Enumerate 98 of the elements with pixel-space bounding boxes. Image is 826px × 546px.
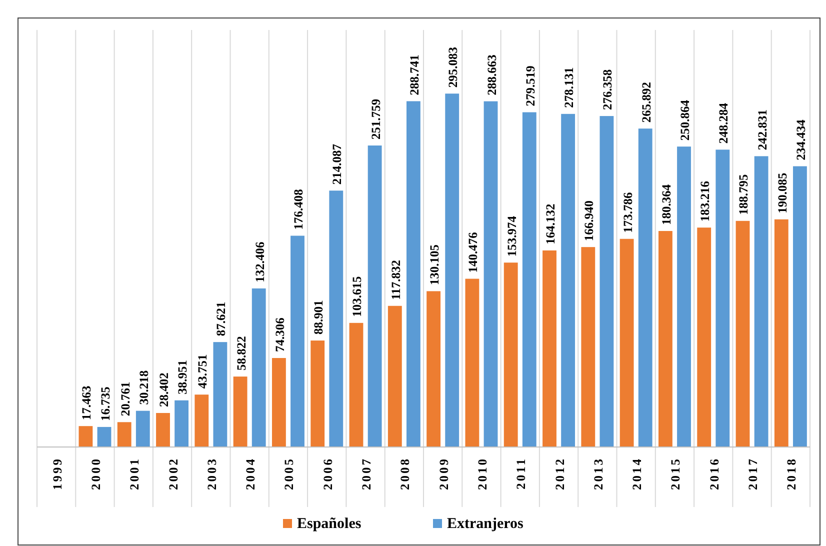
x-tick-label: 2003: [204, 457, 219, 490]
x-tick-label: 2010: [475, 457, 490, 490]
bar: [465, 278, 480, 447]
data-label: 180.364: [659, 184, 674, 225]
x-tick-label: 2012: [552, 457, 567, 490]
x-tick-label: 2018: [784, 457, 799, 490]
bar: [658, 230, 672, 447]
data-label: 288.663: [484, 54, 499, 96]
data-label: 103.615: [350, 276, 364, 317]
data-label: 16.735: [98, 386, 112, 421]
x-tick-label: 2014: [630, 457, 644, 490]
data-label: 140.476: [466, 232, 480, 273]
bar: [736, 220, 750, 447]
bar: [542, 250, 556, 447]
data-label: 251.759: [368, 98, 383, 140]
legend-label: Españoles: [297, 516, 362, 532]
data-label: 166.940: [582, 200, 596, 242]
bar: [774, 219, 788, 447]
x-tick-label: 2013: [591, 457, 606, 490]
bar: [368, 145, 382, 447]
bar: [484, 101, 498, 447]
bar: [290, 236, 304, 447]
bar: [310, 340, 325, 447]
x-tick-label: 2009: [436, 457, 451, 490]
data-label: 295.083: [446, 46, 460, 88]
bar: [174, 400, 189, 447]
x-tick-label: 2015: [668, 457, 683, 490]
data-label: 183.216: [698, 180, 712, 222]
bar: [754, 156, 768, 447]
data-label: 17.463: [80, 386, 94, 420]
bar: [233, 376, 248, 447]
data-label: 250.864: [678, 99, 692, 141]
bar: [194, 394, 209, 447]
bar: [426, 291, 441, 447]
bar: [445, 94, 460, 447]
bar: [117, 422, 132, 447]
data-label: 117.832: [388, 260, 403, 300]
x-tick-label: 2005: [282, 457, 296, 490]
bar: [97, 426, 112, 447]
x-tick-label: 2008: [398, 457, 412, 490]
bar: [252, 288, 266, 447]
bar: [600, 116, 614, 447]
bar: [213, 342, 228, 447]
x-tick-label: 2002: [166, 457, 180, 490]
data-label: 58.822: [234, 336, 248, 371]
bar: [716, 150, 730, 447]
data-label: 278.131: [562, 67, 576, 108]
x-tick-label: 1999: [50, 457, 64, 490]
data-label: 279.519: [523, 66, 538, 106]
data-label: 190.085: [775, 172, 790, 214]
data-label: 214.087: [330, 144, 344, 185]
bar: [638, 128, 652, 447]
data-label: 30.218: [136, 370, 151, 405]
bar: [561, 114, 576, 447]
data-label: 265.892: [639, 82, 654, 123]
data-label: 87.621: [214, 302, 228, 336]
bar: [581, 247, 596, 447]
bar: [677, 146, 691, 447]
data-label: 88.901: [312, 300, 326, 335]
bar: [792, 166, 807, 447]
data-label: 276.358: [600, 69, 615, 110]
bar: [406, 101, 420, 447]
data-label: 74.306: [272, 318, 287, 352]
bar: [620, 238, 634, 447]
data-label: 234.434: [794, 118, 808, 160]
data-label: 188.795: [736, 174, 751, 215]
x-tick-label: 2011: [514, 457, 528, 490]
x-tick-label: 2000: [88, 457, 103, 490]
data-label: 248.284: [716, 102, 731, 144]
bar: [522, 112, 536, 447]
bar: [136, 410, 150, 447]
data-label: 242.831: [755, 110, 770, 150]
bar: [349, 322, 364, 447]
bar: [272, 358, 286, 447]
x-tick-label: 2007: [360, 457, 374, 490]
data-label: 38.951: [176, 360, 190, 394]
data-label: 130.105: [428, 244, 442, 286]
x-tick-label: 2004: [244, 457, 258, 490]
bar: [78, 426, 93, 447]
data-label: 28.402: [157, 372, 171, 407]
data-label: 20.761: [118, 382, 132, 416]
data-label: 153.974: [504, 215, 519, 257]
bar: [156, 412, 170, 447]
data-label: 288.741: [407, 54, 422, 96]
data-label: 43.751: [196, 354, 210, 389]
x-tick-label: 2016: [707, 457, 722, 490]
data-label: 176.408: [292, 189, 306, 230]
bar: [697, 228, 712, 447]
data-label: 173.786: [620, 192, 635, 233]
bar: [388, 306, 402, 447]
legend-label: Extranjeros: [447, 516, 524, 532]
x-tick-label: 2017: [746, 457, 760, 490]
bar: [504, 262, 518, 447]
x-tick-label: 2006: [320, 457, 335, 490]
x-tick-label: 2001: [128, 457, 142, 490]
bar: [329, 190, 344, 447]
data-label: 164.132: [544, 204, 558, 244]
data-label: 132.406: [252, 242, 267, 282]
